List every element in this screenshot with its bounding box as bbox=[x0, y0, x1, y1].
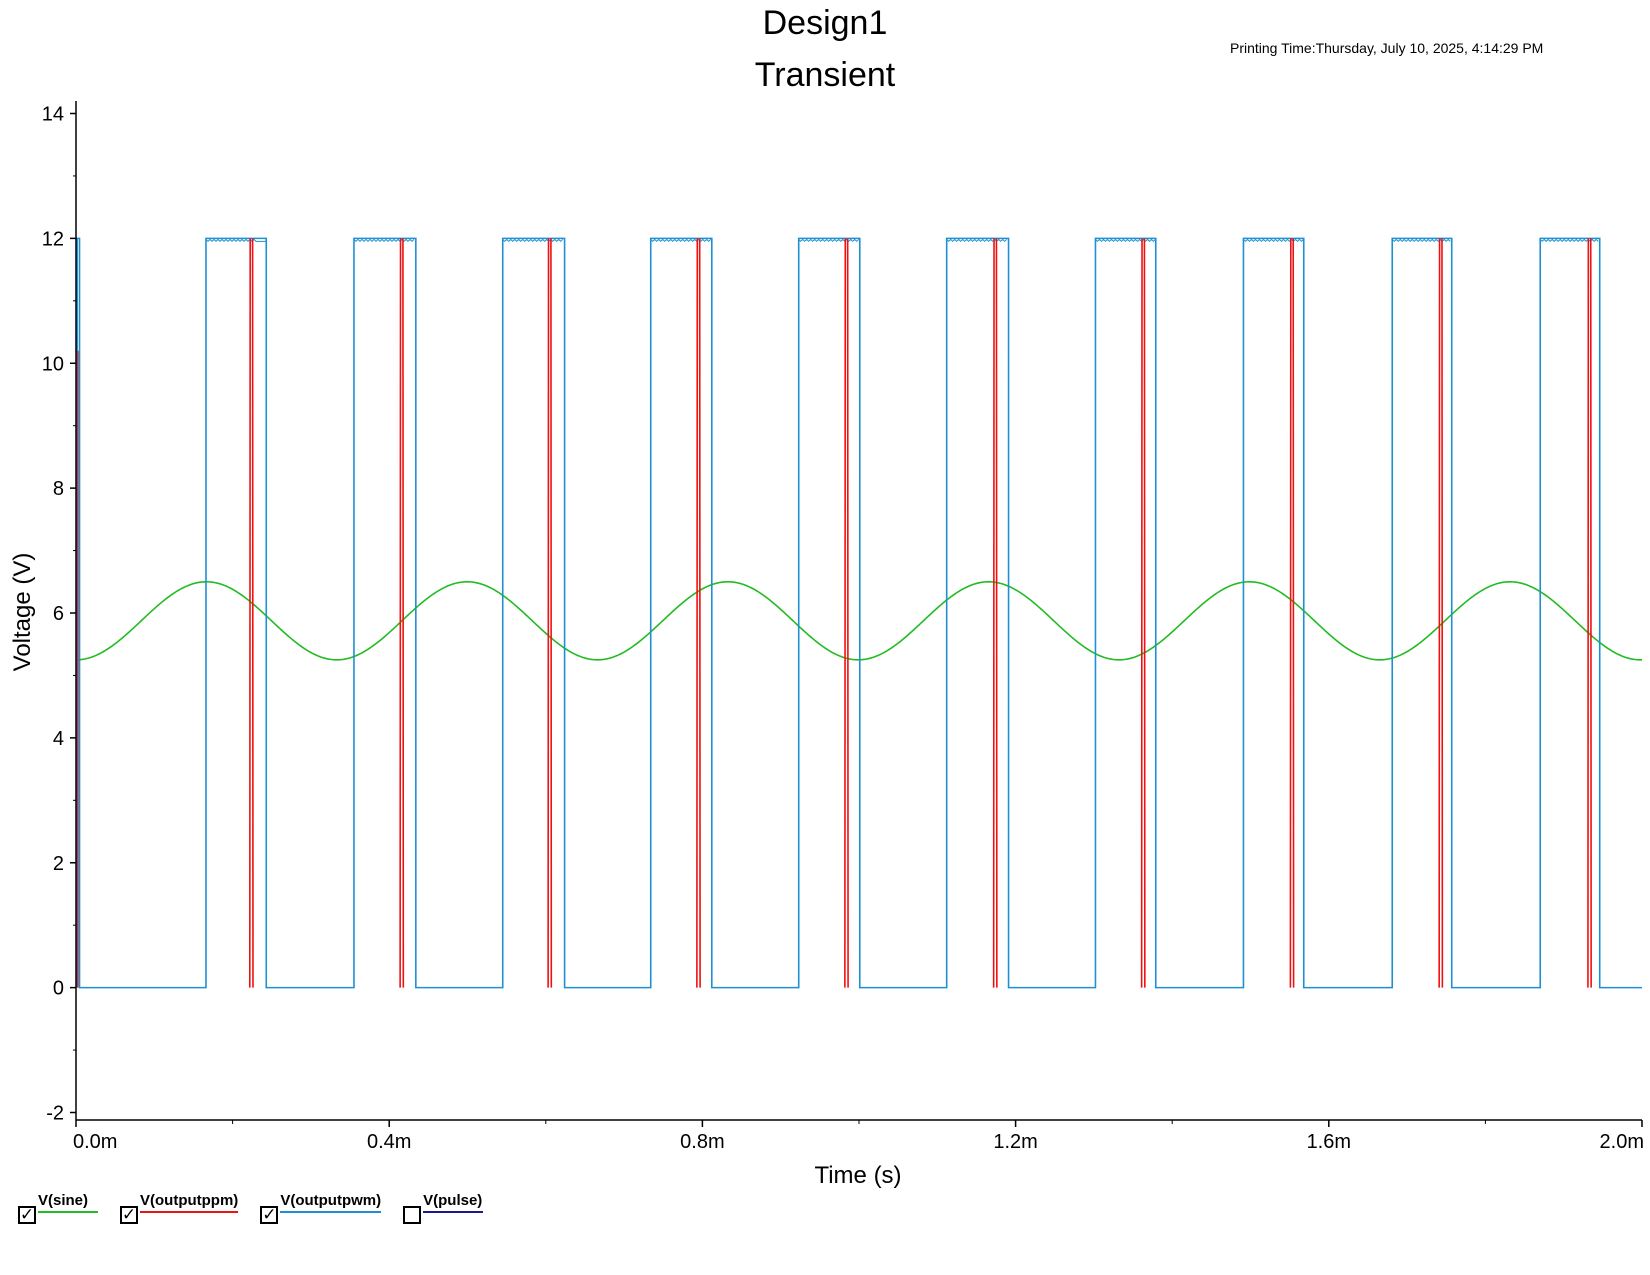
legend-label-3: V(pulse) bbox=[423, 1192, 484, 1213]
chart-title: Design1 bbox=[763, 4, 888, 42]
pwm-ripple-6 bbox=[946, 238, 1008, 243]
pwm-ripple-10 bbox=[1539, 238, 1599, 243]
ppm-spike-4 bbox=[844, 238, 849, 988]
ppm-spike-7 bbox=[1289, 238, 1295, 988]
y-tick-label-1: 0 bbox=[53, 978, 64, 1000]
x-tick-label-4: 1.6m bbox=[1307, 1131, 1351, 1153]
pwm-ripple-1 bbox=[205, 238, 266, 243]
ppm-spike-3 bbox=[696, 238, 701, 988]
legend-item-3[interactable]: V(pulse) bbox=[403, 1192, 484, 1224]
x-tick-label-2: 0.8m bbox=[680, 1131, 724, 1153]
y-tick-label-5: 8 bbox=[53, 478, 64, 500]
legend: ✓ V(sine) ✓ V(outputppm) ✓ V(outputpwm) V(puls… bbox=[18, 1192, 484, 1225]
pwm-ripple-3 bbox=[502, 238, 564, 243]
ppm-spike-0 bbox=[248, 238, 254, 988]
legend-label-2: V(outputpwm) bbox=[280, 1192, 382, 1213]
ppm-spike-9 bbox=[1587, 238, 1592, 988]
x-tick-label-0: 0.0m bbox=[73, 1131, 117, 1153]
ppm-spike-5 bbox=[992, 238, 998, 988]
y-tick-label-2: 2 bbox=[53, 853, 64, 875]
y-tick-label-8: 14 bbox=[42, 104, 64, 126]
pwm-ripple-8 bbox=[1243, 238, 1304, 243]
y-ticks: -2 0 2 4 6 8 10 12 14 bbox=[42, 104, 76, 1125]
x-tick-label-5: 2.0m bbox=[1600, 1131, 1644, 1153]
legend-checkbox-1[interactable]: ✓ bbox=[120, 1204, 138, 1225]
y-tick-label-3: 4 bbox=[53, 728, 64, 750]
x-axis-title: Time (s) bbox=[814, 1162, 901, 1189]
pwm-ripple-2 bbox=[353, 238, 415, 243]
legend-label-0: V(sine) bbox=[38, 1192, 98, 1213]
series-outputpwm-line bbox=[76, 237, 1642, 989]
y-axis-title: Voltage (V) bbox=[9, 553, 36, 672]
chart-subtitle: Transient bbox=[755, 56, 896, 94]
legend-checkbox-3[interactable] bbox=[403, 1206, 422, 1224]
legend-item-2[interactable]: ✓ V(outputpwm) bbox=[260, 1192, 382, 1225]
legend-checkbox-0[interactable]: ✓ bbox=[18, 1204, 36, 1225]
legend-item-0[interactable]: ✓ V(sine) bbox=[18, 1192, 98, 1224]
x-tick-label-3: 1.2m bbox=[993, 1131, 1037, 1153]
y-tick-label-6: 10 bbox=[42, 353, 64, 375]
legend-item-1[interactable]: ✓ V(outputppm) bbox=[120, 1192, 239, 1225]
series-layer bbox=[76, 237, 1642, 989]
y-tick-label-0: -2 bbox=[46, 1103, 64, 1125]
ppm-spike-1 bbox=[399, 238, 405, 988]
ppm-spike-6 bbox=[1140, 238, 1146, 988]
pwm-ripple-7 bbox=[1095, 238, 1156, 243]
pwm-ripple-5 bbox=[798, 238, 860, 243]
printing-time: Printing Time:Thursday, July 10, 2025, 4… bbox=[1230, 40, 1543, 56]
ppm-spike-8 bbox=[1438, 238, 1444, 988]
y-tick-label-4: 6 bbox=[53, 603, 64, 625]
ppm-spike-2 bbox=[547, 238, 553, 988]
legend-label-1: V(outputppm) bbox=[140, 1192, 239, 1213]
x-tick-label-1: 0.4m bbox=[367, 1131, 411, 1153]
x-ticks: 0.0m 0.4m 0.8m 1.2m 1.6m 2.0m bbox=[73, 1120, 1644, 1153]
y-tick-label-7: 12 bbox=[42, 228, 64, 250]
pwm-ripple-4 bbox=[650, 238, 712, 243]
legend-checkbox-2[interactable]: ✓ bbox=[260, 1204, 279, 1225]
